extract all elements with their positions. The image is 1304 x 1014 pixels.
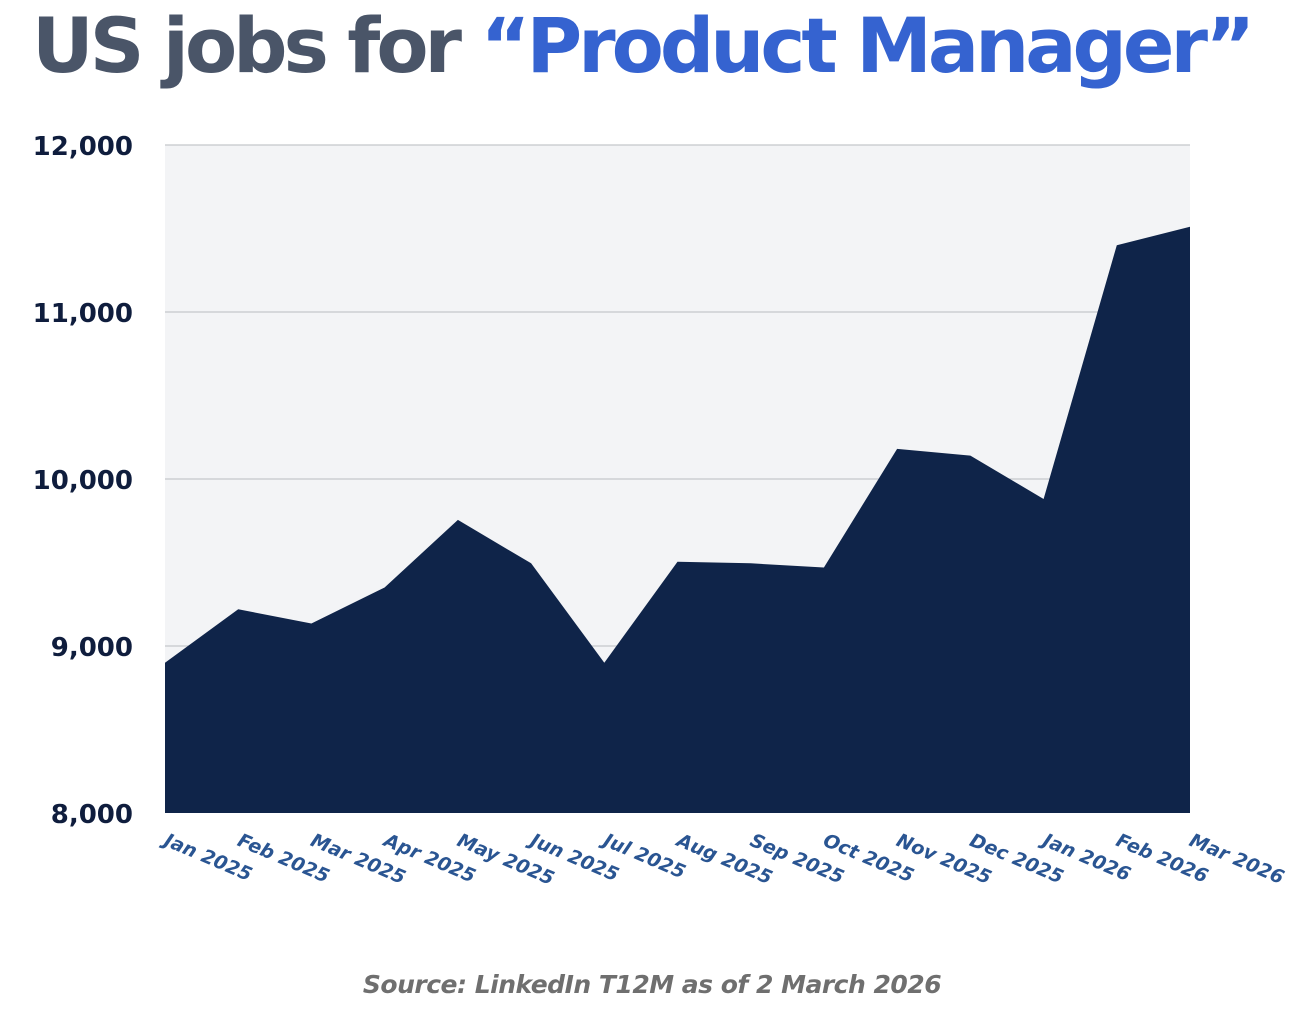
- chart-title: US jobs for “Product Manager”: [32, 0, 1256, 96]
- y-tick-label-9000: 9,000: [51, 633, 133, 663]
- y-tick-label-12000: 12,000: [33, 132, 133, 162]
- y-axis-ticks: 8,000 9,000 10,000 11,000 12,000: [33, 132, 133, 830]
- title-prefix: US jobs for: [32, 1, 481, 90]
- area-series-us-jobs: [165, 226, 1190, 814]
- y-tick-label-8000: 8,000: [51, 800, 133, 830]
- title-highlight: “Product Manager”: [480, 1, 1256, 90]
- source-note: Source: LinkedIn T12M as of 2 March 2026: [362, 970, 942, 999]
- y-tick-label-11000: 11,000: [33, 299, 133, 329]
- y-tick-label-10000: 10,000: [33, 466, 133, 496]
